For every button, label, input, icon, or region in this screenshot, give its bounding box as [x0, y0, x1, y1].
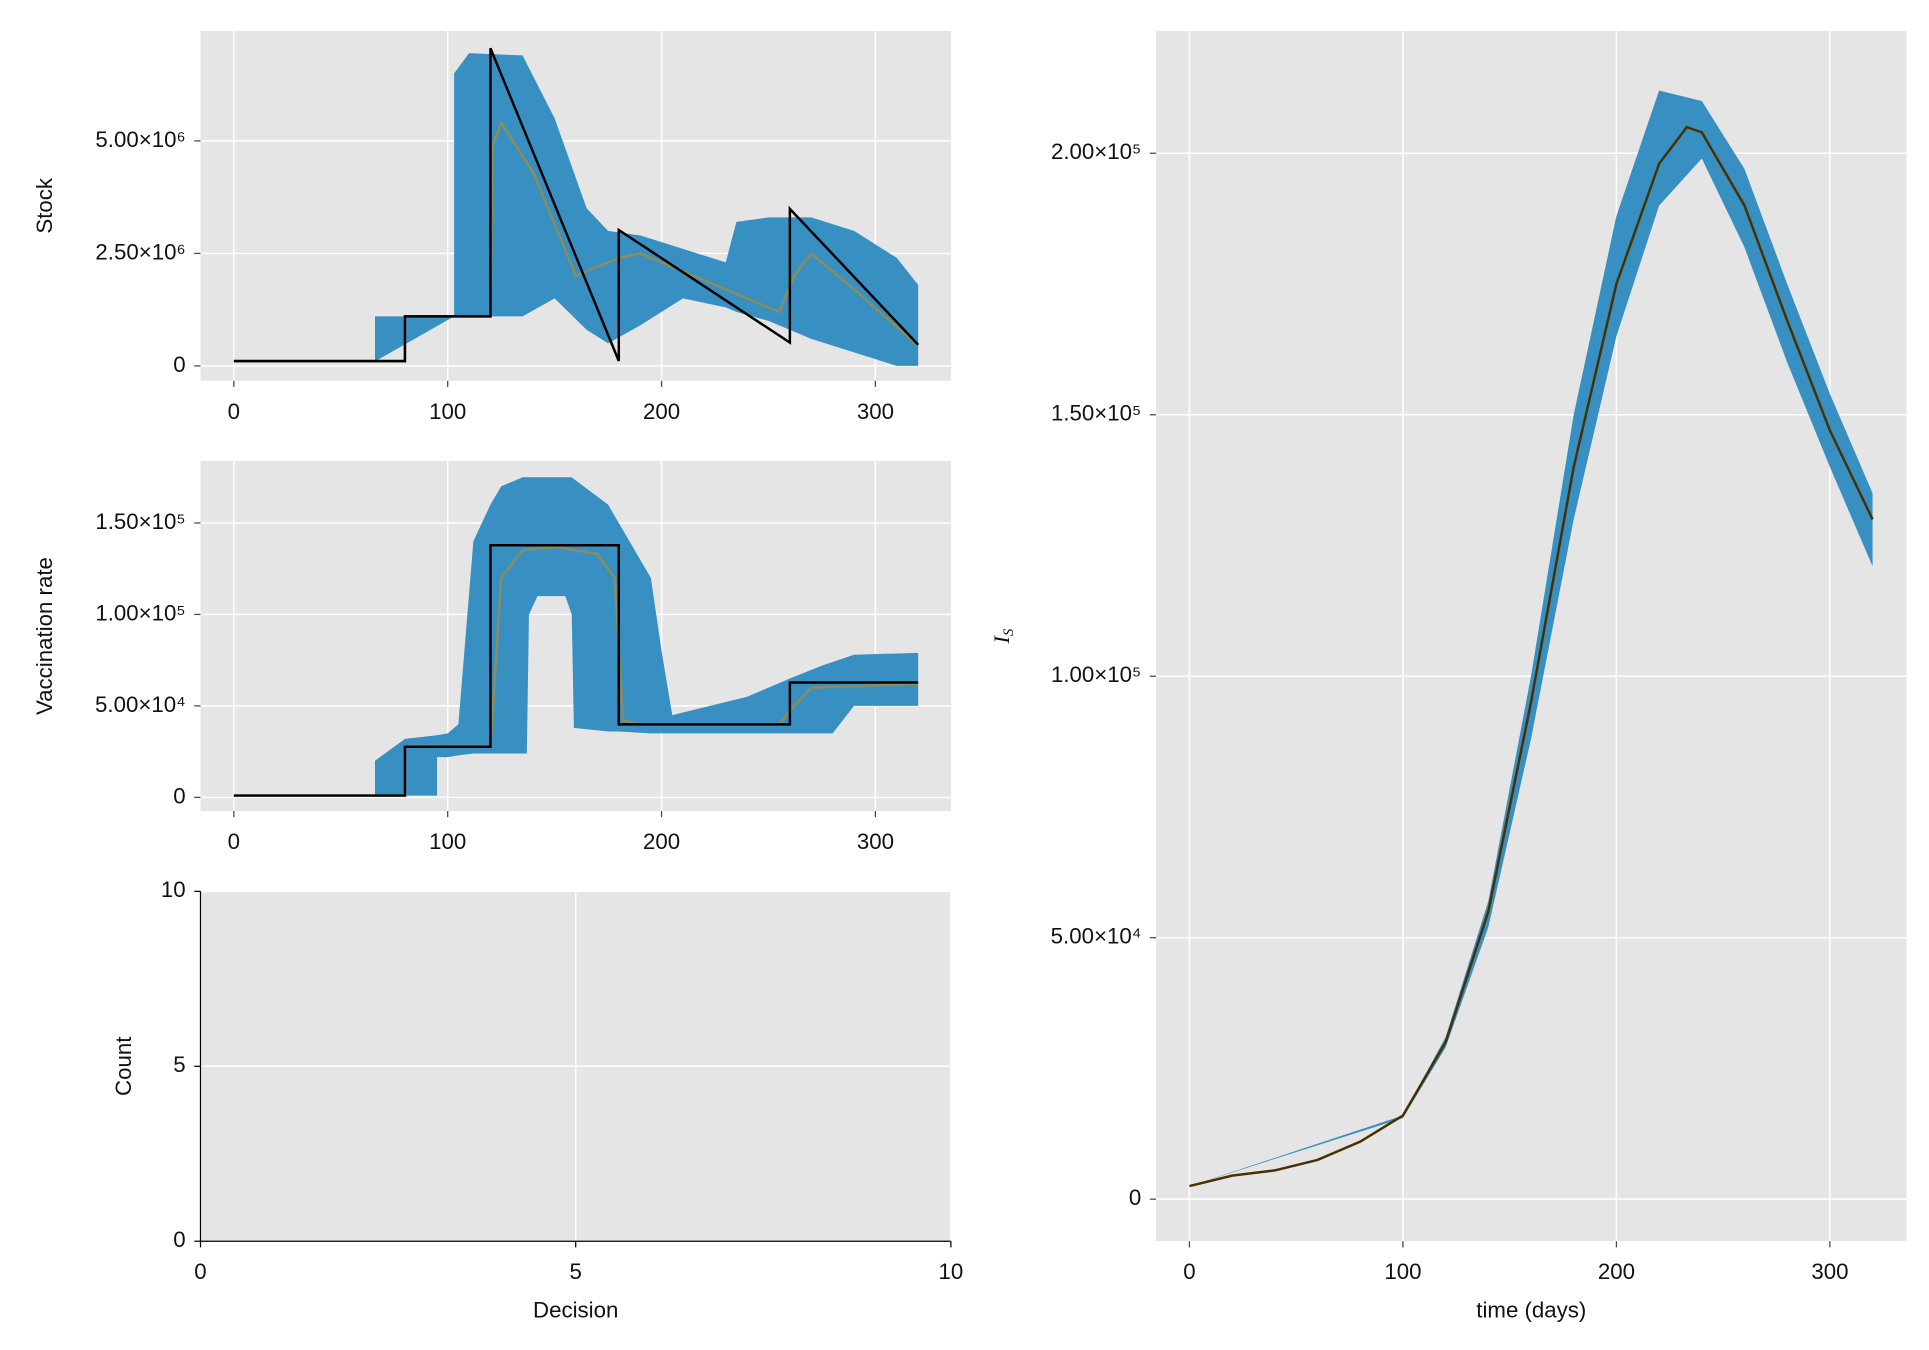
- y-tick-label: 2.00×10⁵: [1051, 139, 1141, 164]
- y-tick-label: 0: [173, 1227, 185, 1252]
- x-tick-label: 0: [228, 399, 240, 424]
- y-axis-label-base: I: [989, 634, 1014, 644]
- x-tick-label: 100: [1384, 1259, 1421, 1284]
- y-tick-label: 5.00×10⁴: [1051, 924, 1142, 949]
- x-tick-label: 5: [570, 1259, 582, 1284]
- y-axis-label: Stock: [32, 177, 57, 234]
- band: [233, 53, 919, 366]
- y-tick-label: 1.00×10⁵: [95, 600, 185, 625]
- y-tick-label: 0: [173, 352, 185, 377]
- x-tick-label: 300: [857, 399, 894, 424]
- panel: 0 100 200 300 0 2.50×10⁶ 5.00×10⁶ Stock: [32, 30, 951, 424]
- line: [233, 544, 919, 797]
- x-axis-label: Decision: [533, 1298, 618, 1323]
- x-tick-label: 0: [1183, 1259, 1195, 1284]
- y-axis-label: Vaccination rate: [32, 557, 57, 715]
- panel: 0 100 200 300 0 5.00×10⁴ 1.00×10⁵ 1.50×10⁵ 2.00×…: [989, 30, 1907, 1323]
- y-axis-label-sub: S: [1002, 628, 1018, 636]
- x-tick-label: 200: [1598, 1259, 1635, 1284]
- x-tick-label: 300: [1811, 1259, 1848, 1284]
- x-tick-label: 10: [939, 1259, 964, 1284]
- y-tick-label: 5.00×10⁶: [95, 127, 185, 152]
- x-tick-label: 100: [429, 399, 466, 424]
- x-tick-label: 100: [429, 829, 466, 854]
- y-tick-label: 0: [1129, 1185, 1141, 1210]
- y-tick-label: 5.00×10⁴: [95, 692, 186, 717]
- y-axis-label: Count: [111, 1036, 136, 1096]
- y-tick-label: 5: [173, 1052, 185, 1077]
- x-tick-label: 0: [194, 1259, 206, 1284]
- plot-background: [1156, 30, 1907, 1242]
- x-tick-label: 0: [228, 829, 240, 854]
- line: [233, 47, 920, 363]
- x-tick-label: 200: [643, 399, 680, 424]
- y-tick-label: 1.50×10⁵: [1051, 401, 1141, 426]
- y-tick-label: 1.00×10⁵: [1051, 662, 1141, 687]
- x-tick-label: 200: [643, 829, 680, 854]
- y-tick-label: 2.50×10⁶: [95, 239, 185, 264]
- y-tick-label: 1.50×10⁵: [95, 509, 185, 534]
- panel: 0 100 200 300 0 5.00×10⁴ 1.00×10⁵ 1.50×10⁵ Vacci…: [32, 461, 951, 854]
- x-tick-label: 300: [857, 829, 894, 854]
- y-tick-label: 0: [173, 783, 185, 808]
- y-tick-label: 10: [161, 877, 186, 902]
- line: [1189, 125, 1874, 1188]
- panel: 0 5 10 0 5 10 Decision Count: [111, 877, 963, 1322]
- x-axis-label: time (days): [1476, 1298, 1586, 1323]
- band: [233, 477, 919, 796]
- y-axis-label: IS: [989, 628, 1017, 644]
